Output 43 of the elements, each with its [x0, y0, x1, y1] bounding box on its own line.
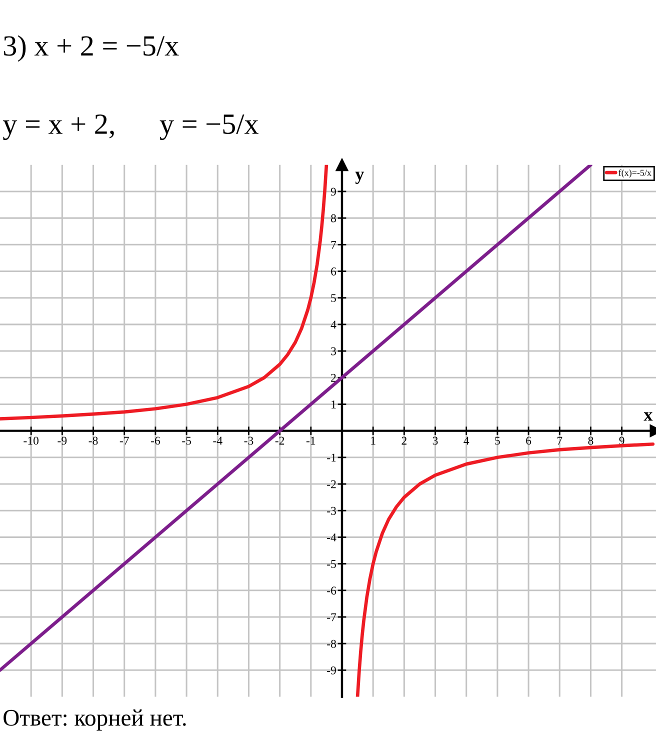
- y-tick-label: -5: [327, 560, 336, 568]
- x-tick-label: 9: [619, 436, 624, 445]
- x-tick-label: 1: [371, 436, 376, 445]
- y-tick-label: 1: [332, 400, 336, 408]
- y-tick-label: 2: [331, 374, 336, 382]
- y-tick-label: -1: [327, 454, 336, 462]
- x-tick-label: -1: [306, 436, 316, 445]
- chart-title: 3) x + 2 = −5/x: [4, 35, 179, 62]
- x-tick-label: 7: [557, 436, 562, 445]
- text: Ответ: корней нет.: [4, 709, 186, 731]
- legend-label: f(x)=-5/x: [618, 169, 652, 178]
- x-tick-label: -9: [58, 436, 67, 445]
- y-axis-title: y: [355, 172, 364, 184]
- x-tick-label: 2: [402, 436, 406, 445]
- x-tick-label: -6: [150, 436, 160, 445]
- y-tick-label: 5: [331, 294, 336, 302]
- x-tick-label: -4: [213, 436, 222, 445]
- x-tick-label: -8: [88, 436, 98, 445]
- y-tick-label: 9: [330, 188, 336, 196]
- y-tick-label: -2: [327, 480, 336, 488]
- y-tick-label: -8: [327, 640, 336, 648]
- y-tick-label: -9: [327, 666, 336, 674]
- y-tick-label: 4: [330, 320, 336, 329]
- y-tick-label: 3: [331, 347, 336, 356]
- x-tick-label: -10: [24, 436, 39, 445]
- x-tick-label: -5: [182, 436, 191, 445]
- x-tick-label: -7: [120, 436, 129, 445]
- x-tick-label: 6: [526, 436, 532, 445]
- x-tick-label: -2: [275, 436, 284, 445]
- x-tick-label: -3: [244, 436, 254, 445]
- y-tick-label: 7: [331, 241, 336, 249]
- x-axis-title: x: [644, 412, 653, 421]
- x-tick-label: 8: [588, 436, 594, 445]
- x-tick-label: 5: [495, 436, 500, 445]
- x-tick-label: 3: [432, 436, 438, 445]
- x-tick-label: 4: [464, 436, 470, 445]
- y-tick-label: 6: [331, 268, 336, 276]
- y-tick-label: 8: [330, 214, 336, 222]
- y-tick-label: -7: [327, 613, 336, 622]
- y-tick-label: -6: [327, 586, 336, 595]
- y-tick-label: -4: [327, 534, 336, 542]
- chart-subtitle: y = x + 2, y = −5/x: [2, 114, 258, 140]
- y-tick-label: -3: [327, 506, 336, 515]
